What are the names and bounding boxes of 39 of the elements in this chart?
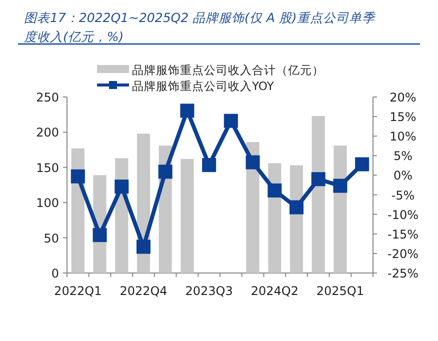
point <box>114 180 129 194</box>
y2-tick-label: 10% <box>390 130 416 144</box>
point <box>268 183 282 198</box>
point <box>246 155 260 170</box>
point <box>180 104 194 118</box>
y-tick-label: 100 <box>36 196 59 210</box>
y-tick-label: 200 <box>36 126 59 140</box>
y2-tick-label: 0% <box>393 168 413 183</box>
y2-tick-label: -20% <box>387 246 419 261</box>
point <box>158 164 172 179</box>
y2-tick-label: -25% <box>387 266 419 280</box>
point <box>355 157 370 172</box>
point <box>290 200 304 214</box>
y-tick-label: 150 <box>36 160 59 175</box>
point <box>136 240 150 254</box>
point <box>224 114 238 128</box>
x-tick-label: 2022Q1 <box>54 284 102 298</box>
y-tick-label: 0 <box>51 266 59 280</box>
y-tick-label: 50 <box>44 231 59 246</box>
y2-tick-label: 20% <box>390 90 416 104</box>
y-tick-label: 250 <box>36 90 59 104</box>
y2-tick-label: 15% <box>390 110 416 124</box>
legend-label: 品牌服饰重点公司收入合计（亿元） <box>132 63 324 77</box>
x-tick-label: 2024Q2 <box>250 284 298 298</box>
point <box>92 228 107 242</box>
point <box>70 169 85 184</box>
point <box>202 158 216 172</box>
point <box>333 178 348 193</box>
x-tick-label: 2023Q3 <box>185 284 233 298</box>
chart-title: 图表17：2022Q1~2025Q2 品牌服饰(仅 A 股)重点公司单季度收入(亿元，%) <box>24 10 376 44</box>
x-tick-label: 2025Q1 <box>316 284 364 298</box>
bar <box>180 158 194 273</box>
y2-tick-label: -15% <box>387 227 419 242</box>
y2-tick-label: 5% <box>393 149 413 164</box>
y2-tick-label: -5% <box>391 188 415 202</box>
x-tick-label: 2022Q4 <box>120 284 168 298</box>
legend-label: 品牌服饰重点公司收入YOY <box>132 79 275 93</box>
point <box>311 172 326 186</box>
y2-tick-label: -10% <box>387 208 419 222</box>
